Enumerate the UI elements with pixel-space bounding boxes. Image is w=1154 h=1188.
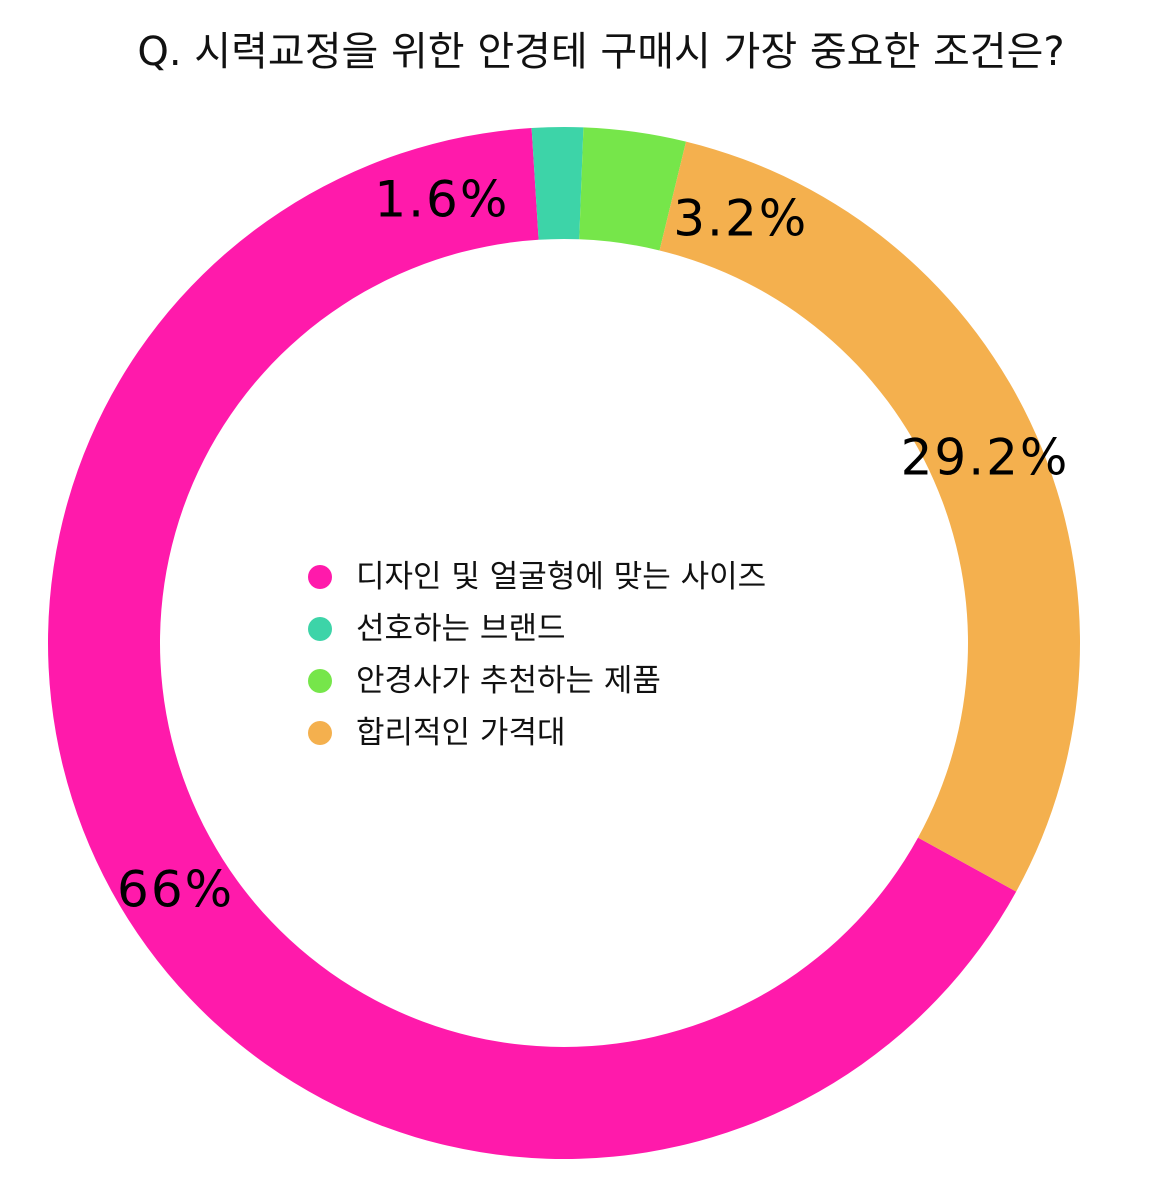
legend-item: 디자인 및 얼굴형에 맞는 사이즈 [308,551,766,603]
legend-label: 선호하는 브랜드 [356,611,566,647]
slice-value: 29.2 [901,429,1020,487]
slice-value-label: 3.2% [673,189,808,247]
slice-value: 66 [117,860,185,918]
slice-value-label: 66% [117,860,234,918]
slice-value-label: 29.2% [901,429,1070,487]
legend-swatch [308,669,332,693]
value-labels: 66%1.6% 3.2%29.2% [117,171,1070,919]
slice-value: 3.2 [673,189,759,247]
legend-item: 안경사가 추천하는 제품 [308,655,766,707]
legend-swatch [308,565,332,589]
donut-slice-4 [659,141,1080,892]
chart-title: Q. 시력교정을 위한 안경테 구매시 가장 중요한 조건은? [137,29,1065,75]
legend-label: 안경사가 추천하는 제품 [356,663,661,699]
legend-label: 디자인 및 얼굴형에 맞는 사이즈 [356,559,767,595]
slice-value-unit: % [1020,429,1070,487]
donut-slice-2 [531,127,584,240]
slice-value-unit: % [759,189,809,247]
slice-value: 1.6 [374,171,460,229]
slice-value-unit: % [460,171,510,229]
legend-swatch [308,721,332,745]
donut-slices [47,127,1080,1160]
legend-item: 합리적인 가격대 [308,707,766,759]
legend-item: 선호하는 브랜드 [308,603,766,655]
legend-label: 합리적인 가격대 [356,715,566,751]
legend: 디자인 및 얼굴형에 맞는 사이즈 선호하는 브랜드 안경사가 추천하는 제품 … [308,551,766,759]
legend-swatch [308,617,332,641]
slice-value-unit: % [185,860,235,918]
slice-value-label: 1.6% [374,171,509,229]
donut-slice-3 [579,127,687,251]
